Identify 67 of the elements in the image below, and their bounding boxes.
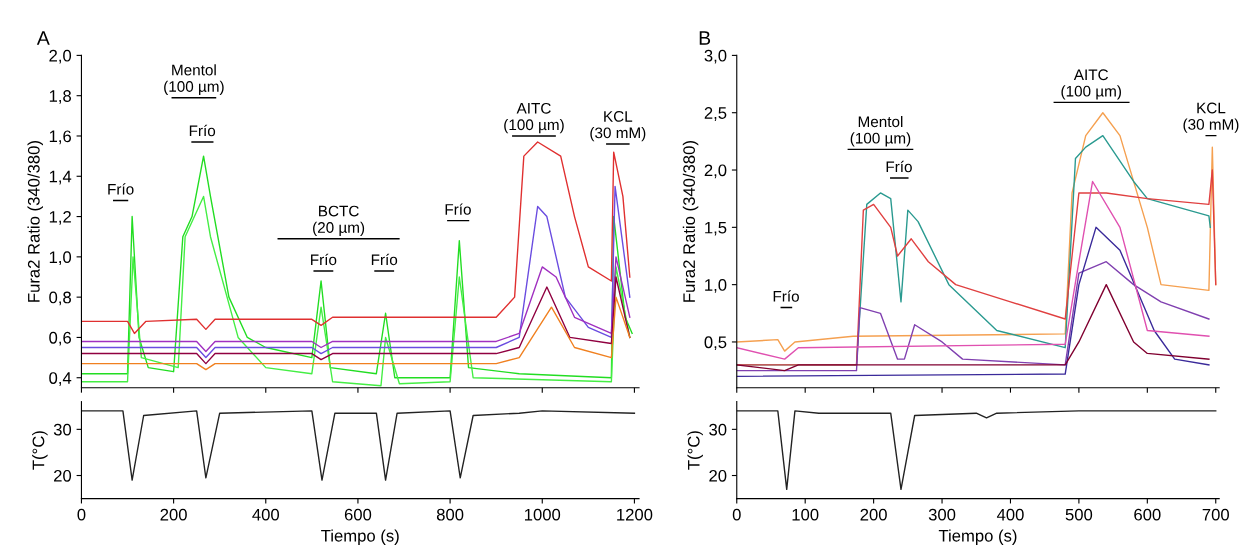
line-series (736, 261, 1210, 372)
annotation: KCL (30 mM) (590, 110, 646, 142)
x-tick-label: 400 (996, 508, 1024, 521)
line-series (81, 296, 631, 371)
annotation: AITC (100 µm) (1061, 69, 1121, 100)
line-series (81, 185, 631, 359)
y-tick-label: 2,0 (704, 164, 727, 179)
y-tick-label: 1,0 (49, 251, 72, 266)
x-tick-label: 500 (1065, 508, 1093, 521)
x-axis-title: Tiempo (s) (321, 529, 399, 545)
annotation: Frío (445, 203, 471, 215)
annotation: Frío (189, 124, 216, 137)
y-axis-title: Fura2 Ratio (340/380) (27, 141, 43, 302)
y-tick-label: 1,2 (49, 210, 71, 225)
annotation: Frío (886, 160, 912, 173)
y-tick-label: 1,4 (49, 170, 72, 185)
x-tick-label: 200 (160, 508, 187, 521)
y-tick-label: 30 (709, 423, 727, 436)
annotation: Frío (108, 183, 134, 195)
text: B (699, 31, 711, 45)
annotation: BCTC (20 µm) (313, 205, 365, 236)
x-tick-label: 200 (860, 508, 887, 521)
y-axis-title: Fura2 Ratio (340/380) (682, 141, 699, 302)
annotation: KCL (30 mM) (1183, 102, 1239, 133)
y-tick-label: 0,6 (49, 331, 71, 346)
line-series (81, 155, 633, 379)
line-series (736, 410, 1217, 491)
line-series (81, 276, 631, 365)
y-tick-label: 1,5 (705, 221, 727, 236)
x-tick-label: 700 (1202, 508, 1229, 521)
y-tick-label: 3,0 (704, 49, 727, 64)
x-axis-title: Tiempo (s) (938, 529, 1017, 545)
y-tick-label: 2,5 (704, 107, 727, 121)
annotation: Frío (371, 253, 398, 266)
y-tick-label: 0,5 (704, 336, 727, 351)
x-tick-label: 0 (77, 508, 86, 521)
y-tick-label: 1,0 (705, 279, 727, 293)
line-series (81, 195, 631, 387)
x-tick-label: 100 (792, 508, 819, 521)
y-tick-label: 20 (54, 469, 72, 482)
y-tick-label: 1,8 (49, 90, 71, 104)
text: A (36, 31, 50, 45)
annotation: Mentol (100 µm) (850, 115, 911, 147)
x-tick-label: 600 (1134, 508, 1161, 521)
line-series (736, 226, 1210, 378)
line-series (81, 141, 631, 335)
x-tick-label: 1000 (524, 508, 561, 521)
annotation: AITC (100 µm) (504, 102, 564, 134)
annotation: Mentol (100 µm) (164, 64, 224, 95)
x-tick-label: 800 (436, 508, 464, 521)
x-tick-label: 400 (252, 508, 280, 521)
annotation: Frío (773, 290, 799, 302)
line-series (736, 283, 1210, 372)
x-tick-label: 1200 (617, 508, 653, 521)
x-tick-label: 0 (732, 508, 741, 521)
y-axis-title: T(°C) (687, 431, 703, 470)
y-axis-title: T(°C) (32, 431, 48, 470)
y-tick-label: 20 (709, 469, 727, 482)
y-tick-label: 0,4 (49, 372, 72, 386)
line-series (81, 410, 636, 481)
y-tick-label: 1,6 (49, 130, 71, 145)
y-tick-label: 2,0 (49, 49, 72, 64)
x-tick-label: 600 (344, 508, 372, 521)
y-tick-label: 0,8 (49, 291, 71, 306)
y-tick-label: 30 (53, 423, 72, 436)
annotation: Frío (311, 253, 337, 266)
x-tick-label: 300 (928, 508, 956, 521)
